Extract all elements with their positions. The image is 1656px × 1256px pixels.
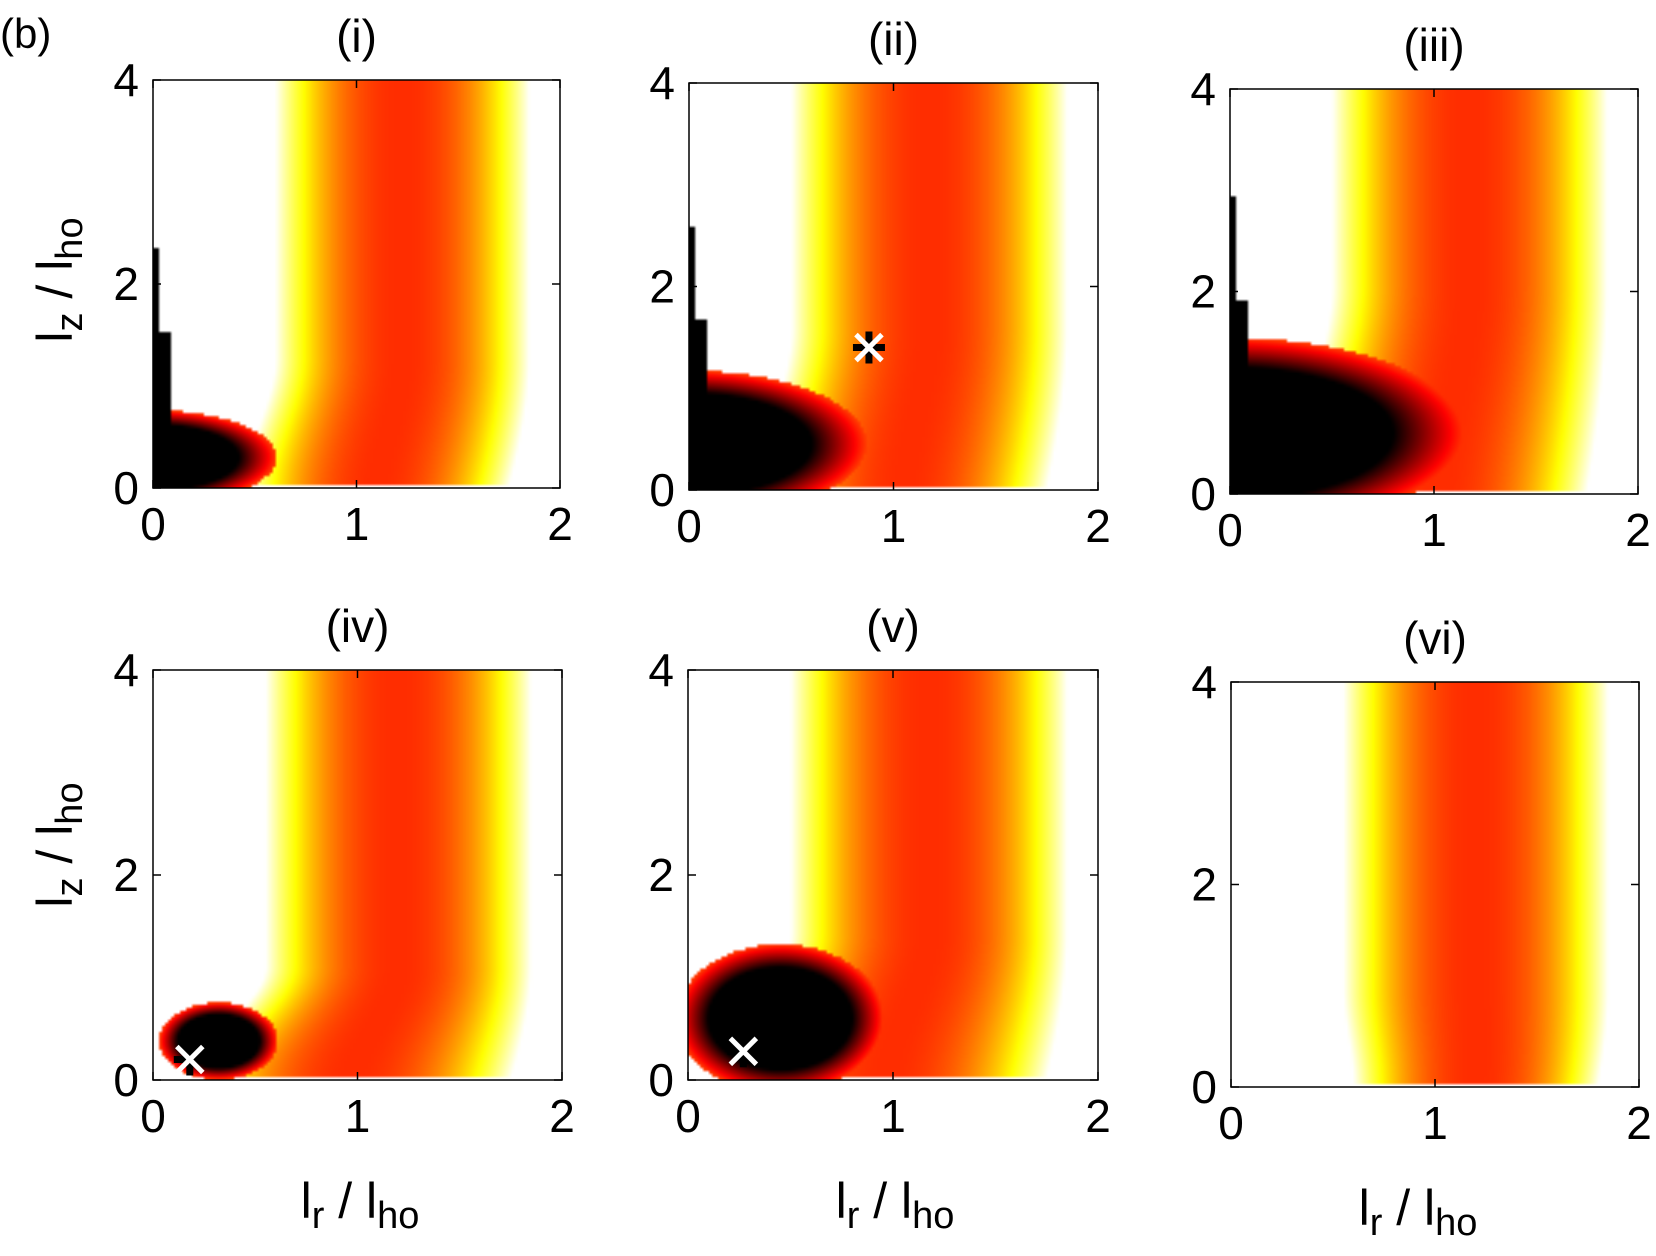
x-tick-label-vi-0: 0 — [1218, 1097, 1244, 1149]
y-tick-label-ii-1: 2 — [649, 261, 675, 313]
x-tick-label-v-0: 0 — [675, 1090, 701, 1142]
marker-x-b-v — [728, 1036, 759, 1067]
y-tick-label-i-0: 0 — [113, 462, 139, 514]
y-axis-label-top: lz / lho — [27, 217, 91, 342]
y-tick-label-iii-1: 2 — [1190, 266, 1216, 318]
heatmap-iii — [1230, 89, 1638, 494]
heatmap-iv — [153, 670, 562, 1080]
heatmap-vi — [1231, 682, 1639, 1087]
y-tick-label-vi-0: 0 — [1191, 1061, 1217, 1113]
y-axis-label-bottom: lz / lho — [27, 782, 91, 907]
x-tick-label-v-2: 2 — [1085, 1090, 1111, 1142]
panel-i: 0 1 2 0 2 4 (i) — [113, 10, 572, 550]
panel-title-i: (i) — [336, 10, 377, 62]
y-tick-label-vi-1: 2 — [1191, 859, 1217, 911]
x-tick-label-iii-1: 1 — [1421, 504, 1447, 556]
y-tick-label-v-2: 4 — [648, 644, 674, 696]
x-tick-label-ii-0: 0 — [676, 500, 702, 552]
heatmap-i — [153, 80, 560, 488]
svg-text:lz / lho: lz / lho — [27, 782, 91, 907]
y-tick-label-iv-0: 0 — [113, 1054, 139, 1106]
marker-x-b-iv — [175, 1044, 205, 1075]
x-tick-label-iii-2: 2 — [1625, 504, 1651, 556]
y-tick-label-v-1: 2 — [648, 849, 674, 901]
x-tick-label-iv-2: 2 — [549, 1090, 575, 1142]
x-tick-label-i-0: 0 — [140, 498, 166, 550]
y-tick-label-iv-1: 2 — [113, 849, 139, 901]
x-axis-label-vi: lr / lho — [1359, 1180, 1478, 1244]
x-axis-label-v: lr / lho — [836, 1173, 955, 1237]
marker-x-b-ii — [854, 332, 884, 363]
marker-v — [727, 1035, 760, 1068]
y-tick-label-ii-0: 0 — [649, 464, 675, 516]
panel-title-iv: (iv) — [326, 600, 390, 652]
panel-title-ii: (ii) — [868, 13, 919, 65]
panel-vi: 0 1 2 0 2 4 (vi) — [1191, 612, 1651, 1149]
panels: 0 1 2 0 2 4 (i) 0 1 2 0 2 4 (ii) 0 1 2 0 2 4 (iii) 0 1 2 0 2 4 (iv)… — [113, 10, 1651, 1149]
y-tick-label-ii-2: 4 — [649, 57, 675, 109]
y-tick-label-i-2: 4 — [113, 54, 139, 106]
panel-title-iii: (iii) — [1403, 19, 1464, 71]
panel-title-v: (v) — [866, 600, 920, 652]
y-tick-label-iii-0: 0 — [1190, 468, 1216, 520]
marker-iv — [173, 1043, 206, 1076]
heatmap-v — [688, 670, 1098, 1080]
x-tick-label-v-1: 1 — [880, 1090, 906, 1142]
y-tick-label-vi-2: 4 — [1191, 656, 1217, 708]
y-tick-label-v-0: 0 — [648, 1054, 674, 1106]
y-tick-label-iv-2: 4 — [113, 644, 139, 696]
x-tick-label-vi-2: 2 — [1626, 1097, 1652, 1149]
x-tick-label-ii-1: 1 — [881, 500, 907, 552]
y-tick-label-iii-2: 4 — [1190, 63, 1216, 115]
x-tick-label-iv-1: 1 — [345, 1090, 371, 1142]
x-tick-label-i-2: 2 — [547, 498, 573, 550]
figure-label: (b) — [0, 10, 51, 57]
panel-iii: 0 1 2 0 2 4 (iii) — [1190, 19, 1650, 556]
panel-iv: 0 1 2 0 2 4 (iv) — [113, 600, 574, 1142]
x-axis-label-iv: lr / lho — [301, 1173, 420, 1237]
x-tick-label-ii-2: 2 — [1085, 500, 1111, 552]
x-tick-label-iii-0: 0 — [1217, 504, 1243, 556]
x-tick-label-i-1: 1 — [344, 498, 370, 550]
heatmap-ii — [689, 83, 1098, 490]
panel-ii: 0 1 2 0 2 4 (ii) — [649, 13, 1110, 552]
x-tick-label-vi-1: 1 — [1422, 1097, 1448, 1149]
panel-v: 0 1 2 0 2 4 (v) — [648, 600, 1110, 1142]
y-tick-label-i-1: 2 — [113, 258, 139, 310]
panel-title-vi: (vi) — [1403, 612, 1467, 664]
x-tick-label-iv-0: 0 — [140, 1090, 166, 1142]
marker-ii — [852, 331, 885, 364]
svg-text:lz / lho: lz / lho — [27, 217, 91, 342]
